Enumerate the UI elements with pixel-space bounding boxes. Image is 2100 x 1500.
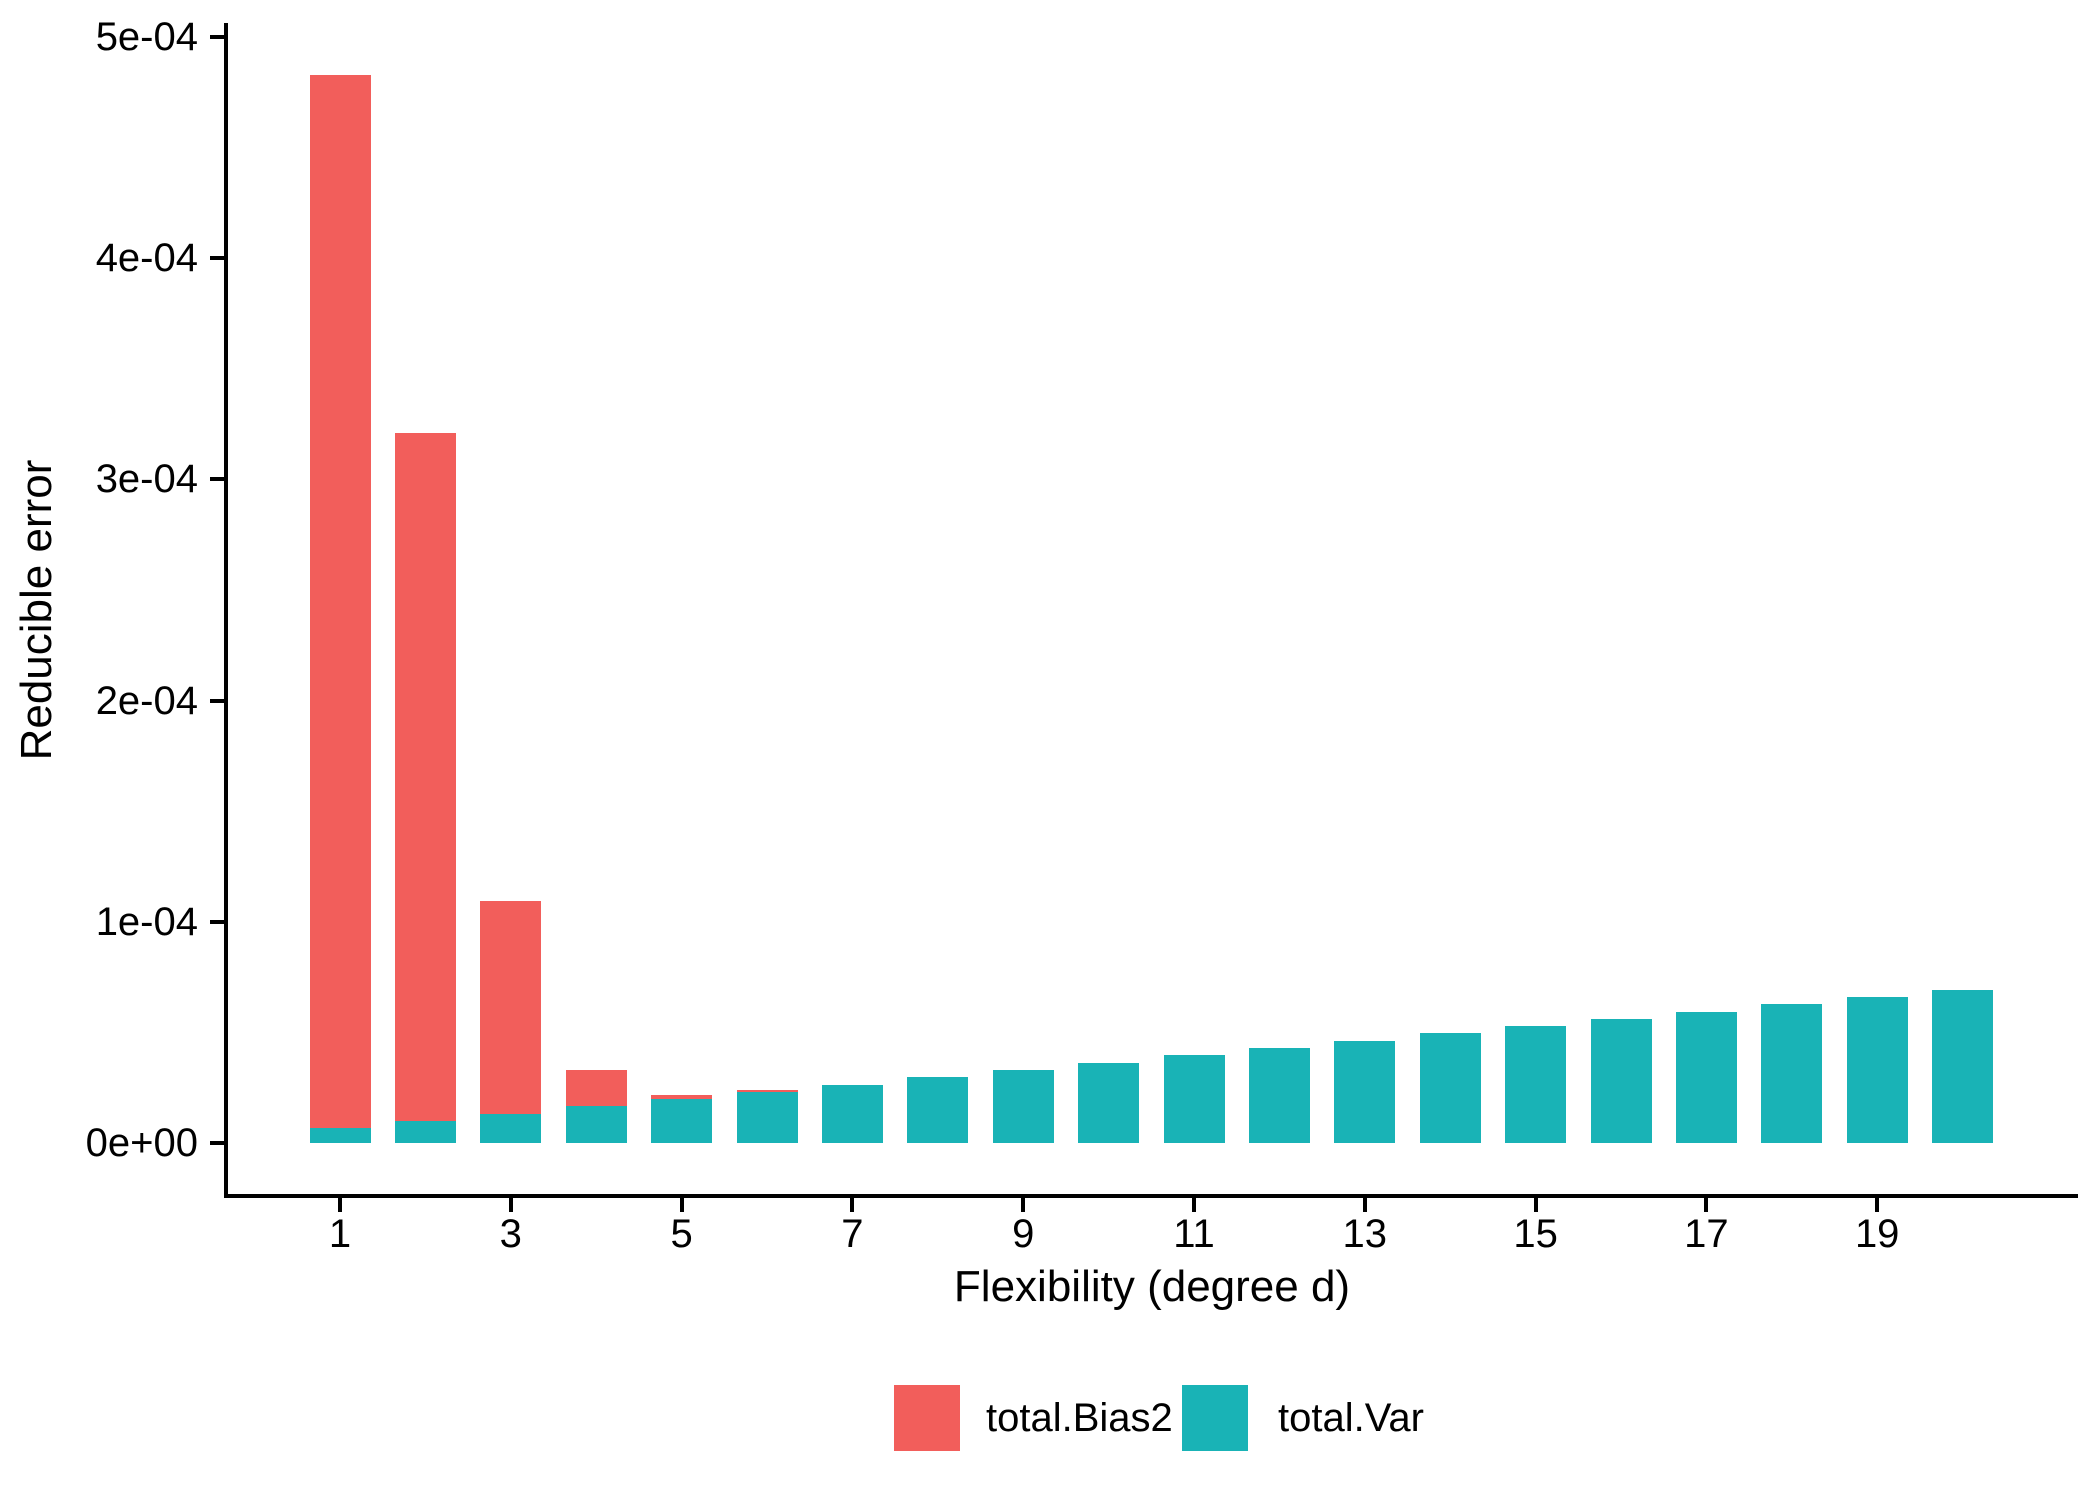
- y-tick-0e+00: [210, 1141, 224, 1145]
- y-tick-5e-04: [210, 34, 224, 39]
- x-axis-line: [224, 1194, 2078, 1198]
- bar-var-d15: [1505, 1026, 1567, 1143]
- y-tick-label: 1e-04: [95, 899, 198, 944]
- x-tick-13: [1362, 1198, 1367, 1212]
- bar-bias2-d4: [565, 1069, 627, 1107]
- bar-var-d11: [1163, 1055, 1225, 1143]
- y-tick-label: 2e-04: [95, 678, 198, 723]
- bar-var-d20: [1932, 989, 1994, 1143]
- bar-var-d13: [1334, 1040, 1396, 1143]
- y-tick-4e-04: [210, 256, 224, 260]
- y-tick-label: 3e-04: [95, 457, 198, 502]
- bar-var-d19: [1846, 996, 1908, 1143]
- bar-var-d10: [1078, 1062, 1140, 1143]
- legend-swatch-var: [1182, 1385, 1248, 1451]
- x-tick-11: [1192, 1198, 1196, 1212]
- bar-var-d12: [1248, 1048, 1310, 1143]
- x-tick-19: [1875, 1198, 1880, 1212]
- legend-label-bias2: total.Bias2: [986, 1396, 1173, 1440]
- x-tick-label: 17: [1684, 1212, 1729, 1256]
- legend-label-var: total.Var: [1278, 1396, 1424, 1440]
- bar-var-d6: [736, 1091, 798, 1143]
- y-tick-3e-04: [210, 477, 224, 482]
- y-tick-label: 4e-04: [95, 236, 198, 280]
- x-tick-label: 1: [328, 1212, 352, 1256]
- x-tick-label: 9: [1012, 1212, 1035, 1256]
- x-tick-label: 19: [1854, 1212, 1900, 1256]
- bar-var-d5: [651, 1099, 713, 1143]
- bar-var-d18: [1761, 1004, 1823, 1143]
- bar-var-d9: [992, 1069, 1054, 1143]
- bar-bias2-d6: [736, 1090, 798, 1092]
- x-tick-7: [850, 1198, 855, 1212]
- x-tick-5: [679, 1198, 684, 1212]
- x-tick-1: [338, 1198, 342, 1212]
- bar-var-d16: [1590, 1018, 1652, 1143]
- x-tick-17: [1704, 1198, 1709, 1212]
- legend-swatch-bias2: [894, 1385, 960, 1451]
- bar-var-d17: [1675, 1011, 1737, 1143]
- bar-var-d2: [394, 1121, 456, 1143]
- bar-bias2-d5: [651, 1095, 713, 1100]
- x-axis-title: Flexibility (degree d): [953, 1262, 1351, 1311]
- x-tick-label: 7: [841, 1212, 864, 1256]
- bar-var-d14: [1419, 1033, 1481, 1143]
- x-tick-label: 3: [499, 1212, 522, 1256]
- bar-bias2-d2: [394, 433, 456, 1122]
- y-axis-line: [224, 23, 228, 1198]
- x-tick-15: [1533, 1198, 1538, 1212]
- y-tick-2e-04: [210, 698, 224, 703]
- bar-var-d8: [907, 1077, 969, 1143]
- x-tick-label: 11: [1173, 1212, 1215, 1256]
- x-tick-9: [1021, 1198, 1026, 1212]
- y-tick-label: 5e-04: [95, 14, 198, 59]
- y-tick-label: 0e+00: [85, 1121, 198, 1165]
- bar-var-d4: [565, 1106, 627, 1143]
- x-tick-label: 13: [1342, 1212, 1388, 1256]
- bar-var-d7: [821, 1084, 883, 1143]
- x-tick-3: [508, 1198, 513, 1212]
- bar-bias2-d1: [309, 75, 371, 1129]
- x-tick-label: 15: [1513, 1212, 1558, 1256]
- bar-var-d3: [480, 1113, 542, 1143]
- x-tick-label: 5: [670, 1212, 693, 1256]
- bar-bias2-d3: [480, 901, 542, 1114]
- bar-var-d1: [309, 1128, 371, 1143]
- y-tick-1e-04: [210, 919, 224, 924]
